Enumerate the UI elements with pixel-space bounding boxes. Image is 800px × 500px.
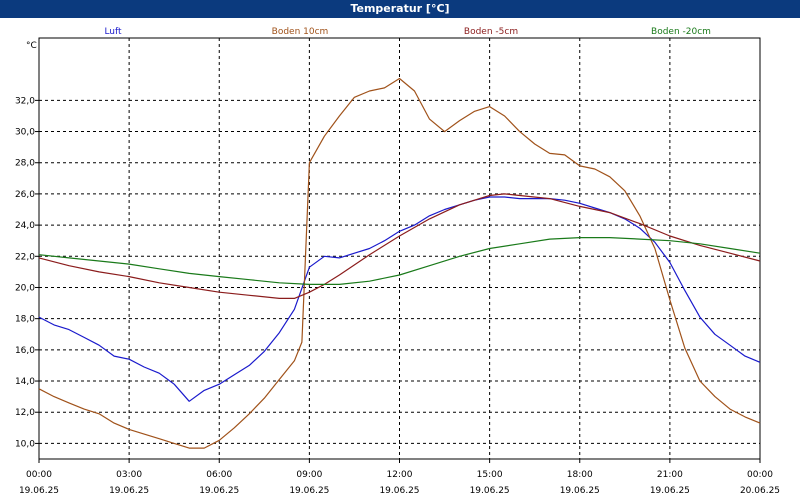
- y-tick-label: 10,0: [15, 439, 35, 449]
- y-tick-label: 26,0: [15, 190, 35, 200]
- x-tick-date: 19.06.25: [560, 486, 600, 496]
- x-tick-time: 18:00: [567, 470, 593, 480]
- x-tick-time: 09:00: [296, 470, 322, 480]
- x-tick-time: 06:00: [206, 470, 232, 480]
- x-tick-date: 19.06.25: [379, 486, 419, 496]
- y-axis-label: °C: [26, 41, 37, 51]
- series-line: [38, 77, 761, 449]
- x-tick-time: 15:00: [477, 470, 503, 480]
- y-tick-label: 30,0: [15, 128, 35, 138]
- y-tick-label: 14,0: [15, 377, 35, 387]
- y-tick-label: 12,0: [15, 408, 35, 418]
- legend-entry: Boden 10cm: [272, 27, 329, 37]
- x-tick-date: 20.06.25: [740, 486, 780, 496]
- window-title: Temperatur [°C]: [0, 0, 800, 18]
- x-tick-time: 03:00: [116, 470, 142, 480]
- series-line: [38, 237, 761, 285]
- y-tick-label: 24,0: [15, 221, 35, 231]
- y-tick-label: 28,0: [15, 159, 35, 169]
- legend-entry: Boden -20cm: [651, 27, 711, 37]
- x-tick-date: 19.06.25: [650, 486, 690, 496]
- legend-entry: Luft: [104, 27, 122, 37]
- x-tick-time: 21:00: [657, 470, 683, 480]
- x-tick-date: 19.06.25: [289, 486, 329, 496]
- y-tick-label: 22,0: [15, 252, 35, 262]
- series-line: [38, 193, 761, 299]
- series-line: [38, 196, 761, 402]
- x-tick-date: 19.06.25: [19, 486, 59, 496]
- y-tick-label: 32,0: [15, 96, 35, 106]
- plot-frame: [38, 37, 761, 460]
- x-tick-time: 00:00: [26, 470, 52, 480]
- x-tick-date: 19.06.25: [109, 486, 149, 496]
- x-tick-date: 19.06.25: [199, 486, 239, 496]
- y-tick-label: 18,0: [15, 315, 35, 325]
- x-tick-time: 12:00: [387, 470, 413, 480]
- x-tick-time: 00:00: [747, 470, 773, 480]
- legend-entry: Boden -5cm: [464, 27, 518, 37]
- y-tick-label: 16,0: [15, 346, 35, 356]
- x-tick-date: 19.06.25: [470, 486, 510, 496]
- y-tick-label: 20,0: [15, 283, 35, 293]
